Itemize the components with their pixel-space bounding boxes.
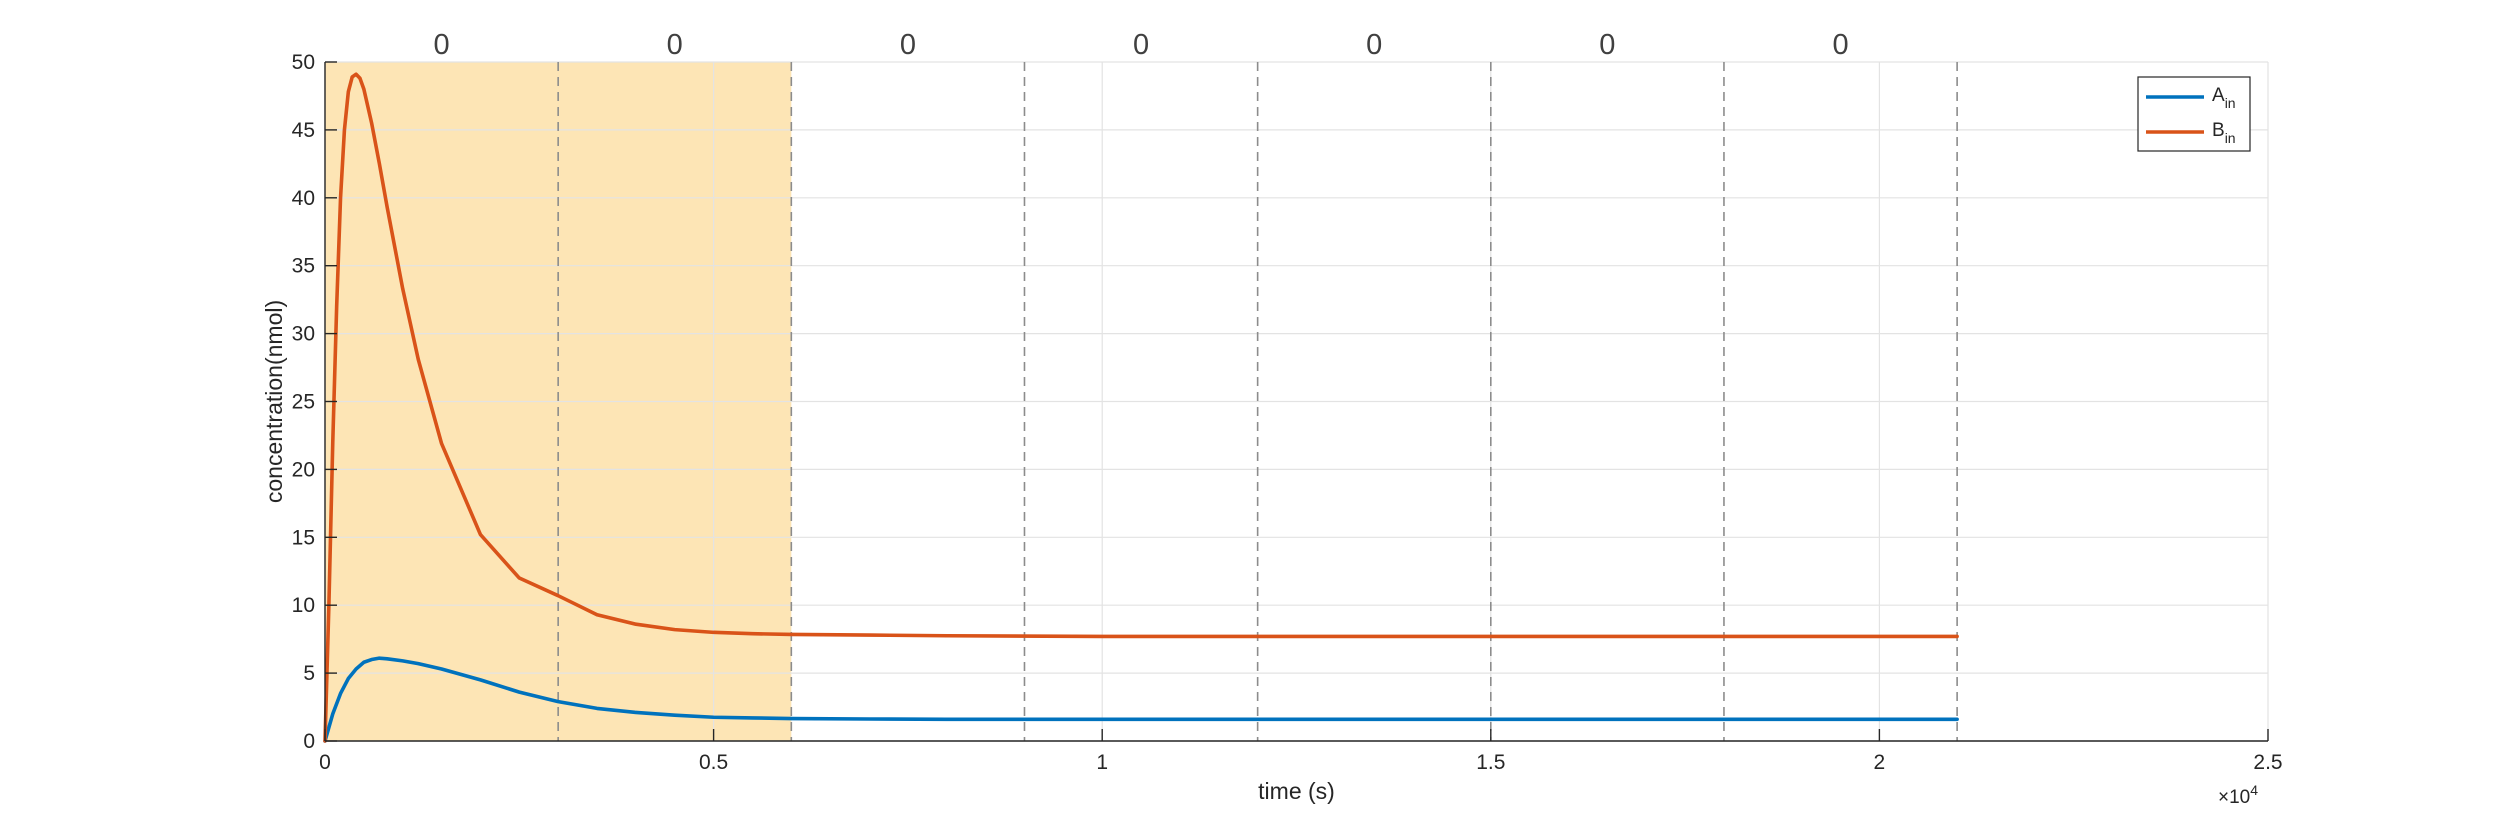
plot-area: 0 0 0 0 0 0 00 0.5 1 1.5 2 2.505101520253035404550A…	[292, 29, 2283, 774]
x-tick-label: 0	[319, 751, 331, 774]
x-tick-label: 2	[1874, 751, 1886, 774]
legend-label-subscript: in	[2225, 95, 2236, 111]
phase-labels: 0 0 0 0 0 0 0	[434, 29, 1849, 61]
phase-label: 0	[1366, 29, 1382, 61]
x-ticks: 0 0.5 1 1.5 2 2.5	[319, 729, 2283, 774]
phase-label: 0	[1832, 29, 1848, 61]
x-tick-label: 1	[1096, 751, 1108, 774]
x-tick-label: 1.5	[1476, 751, 1505, 774]
phase-boundaries	[557, 62, 1958, 741]
legend-label-a: Ain	[2212, 85, 2236, 111]
legend-label-b: Bin	[2212, 120, 2236, 146]
y-tick-label: 50	[292, 51, 315, 74]
series-line-b	[323, 72, 1959, 743]
legend-label-main: A	[2212, 85, 2225, 106]
x-exponent-power: 4	[2250, 782, 2258, 798]
y-tick-label: 40	[292, 187, 315, 210]
legend-label-main: B	[2212, 120, 2225, 141]
y-tick-label: 45	[292, 119, 315, 142]
y-tick-label: 5	[303, 662, 315, 685]
x-axis-exponent-label: ×104	[2218, 782, 2258, 808]
y-ticks: 0 5 10 15 20 25 30 35 40 45 50	[292, 51, 337, 753]
y-tick-label: 0	[303, 730, 315, 753]
phase-label: 0	[1599, 29, 1615, 61]
x-tick-label: 0.5	[699, 751, 728, 774]
legend-label-subscript: in	[2225, 130, 2236, 146]
x-exponent-base: ×10	[2218, 787, 2250, 808]
series-line-a	[323, 656, 1959, 743]
y-tick-label: 20	[292, 458, 315, 481]
y-tick-label: 30	[292, 323, 315, 346]
legend-box	[2137, 76, 2251, 152]
phase-label: 0	[667, 29, 683, 61]
phase-label: 0	[900, 29, 916, 61]
phase-label: 0	[434, 29, 450, 61]
y-tick-label: 25	[292, 391, 315, 414]
y-tick-label: 35	[292, 255, 315, 278]
y-axis-title: concentration(nmol)	[261, 300, 287, 503]
y-tick-label: 10	[292, 594, 315, 617]
x-tick-label: 2.5	[2253, 751, 2282, 774]
phase-label: 0	[1133, 29, 1149, 61]
x-axis-title: time (s)	[1258, 778, 1335, 804]
y-tick-label: 15	[292, 526, 315, 549]
